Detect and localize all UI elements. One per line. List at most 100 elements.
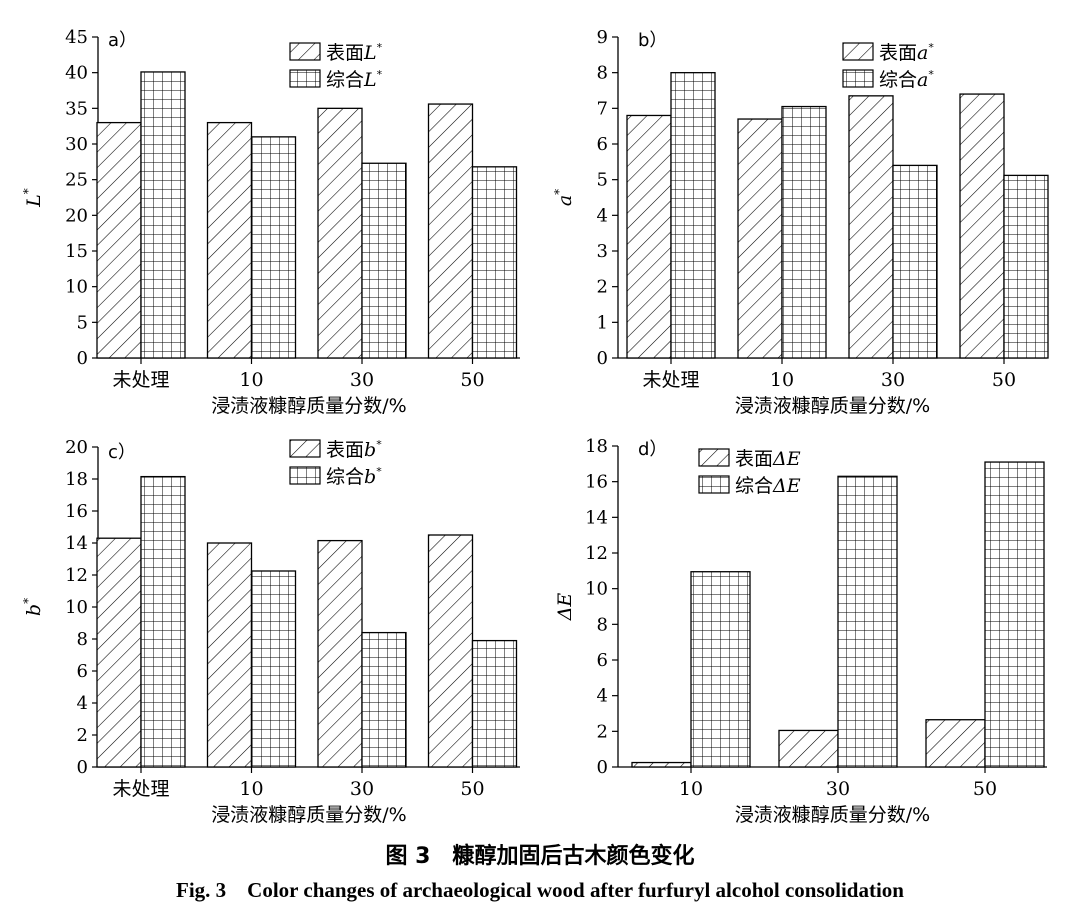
legend-name: 综合 — [326, 69, 364, 91]
legend-swatch-overall — [842, 69, 874, 88]
legend-superscript: * — [376, 438, 382, 451]
legend-var: a — [917, 69, 928, 91]
x-tick-label: 50 — [460, 369, 484, 391]
y-tick-label: 4 — [597, 205, 608, 226]
bar-surface-2 — [317, 107, 363, 359]
bar-overall-0 — [690, 571, 751, 768]
y-axis-label-text: b — [23, 604, 45, 616]
y-tick-label: 8 — [597, 63, 608, 84]
x-axis-label: 浸渍液糠醇质量分数/% — [735, 394, 930, 417]
legend-label-overall: 综合L* — [326, 68, 383, 91]
legend-var: L — [363, 42, 377, 64]
bar-overall-2 — [361, 162, 407, 359]
y-tick-label: 7 — [597, 98, 608, 119]
x-axis-label: 浸渍液糠醇质量分数/% — [735, 803, 930, 826]
bar-overall-2 — [984, 461, 1045, 768]
bar-surface-0 — [96, 537, 142, 768]
bar-overall-1 — [837, 475, 898, 768]
bar-overall-2 — [361, 631, 407, 768]
x-axis-label: 浸渍液糠醇质量分数/% — [211, 803, 406, 826]
legend-name: 综合 — [735, 475, 773, 497]
x-tick-label: 10 — [679, 778, 703, 800]
y-tick-label: 9 — [597, 27, 608, 48]
bar-overall-2 — [892, 164, 938, 359]
y-axis-label: a* — [552, 189, 576, 206]
x-tick-label: 未处理 — [112, 369, 169, 391]
panel-label: d） — [638, 439, 667, 460]
bar-surface-0 — [626, 114, 672, 359]
y-tick-label: 4 — [77, 693, 88, 714]
x-tick-label: 未处理 — [642, 369, 699, 391]
legend-name: 表面 — [326, 42, 364, 64]
bar-overall-1 — [250, 570, 297, 768]
y-tick-label: 2 — [77, 725, 88, 746]
x-tick-label: 30 — [826, 778, 850, 800]
bar-overall-1 — [781, 105, 827, 359]
legend-name: 表面 — [879, 42, 917, 64]
y-tick-label: 12 — [65, 565, 88, 586]
x-tick-label: 10 — [239, 778, 263, 800]
legend-name: 表面 — [326, 439, 364, 461]
y-axis-label-text: L — [23, 194, 45, 208]
bar-overall-0 — [670, 72, 716, 359]
x-tick-label: 50 — [992, 369, 1016, 391]
legend-var: a — [917, 42, 928, 64]
bar-overall-3 — [471, 639, 518, 768]
legend-label-overall: 综合b* — [326, 465, 382, 488]
legend-swatch-surface — [289, 439, 321, 458]
y-tick-label: 6 — [77, 661, 88, 682]
legend-var: L — [363, 69, 377, 91]
y-tick-label: 1 — [597, 312, 608, 333]
legend-swatch-surface — [698, 448, 730, 467]
legend-label-surface: 表面L* — [326, 41, 383, 64]
bar-surface-1 — [737, 118, 783, 359]
legend-var: b — [364, 466, 376, 488]
y-tick-label: 2 — [597, 721, 608, 742]
bar-overall-0 — [140, 71, 186, 359]
bar-surface-2 — [848, 95, 894, 359]
legend-swatch-overall — [289, 466, 321, 485]
y-tick-label: 25 — [65, 170, 88, 191]
figure-caption-cn: 图 3 糠醇加固后古木颜色变化 — [385, 844, 695, 869]
y-axis-label-text: a — [554, 195, 576, 206]
x-tick-label: 10 — [239, 369, 263, 391]
y-tick-label: 10 — [65, 597, 88, 618]
y-tick-label: 35 — [65, 98, 88, 119]
y-tick-label: 14 — [65, 533, 88, 554]
bar-overall-0 — [140, 475, 186, 768]
y-tick-label: 0 — [597, 348, 608, 369]
y-axis-label: L* — [21, 188, 45, 208]
y-tick-label: 18 — [65, 469, 88, 490]
legend-swatch-overall — [289, 69, 321, 88]
legend-label-overall: 综合ΔE — [735, 475, 801, 497]
bar-surface-2 — [317, 539, 363, 768]
legend-label-overall: 综合a* — [879, 68, 934, 91]
y-tick-label: 2 — [597, 277, 608, 298]
legend-swatch-surface — [289, 42, 321, 61]
x-tick-label: 30 — [350, 369, 374, 391]
y-tick-label: 45 — [65, 27, 88, 48]
legend-name: 综合 — [326, 466, 364, 488]
legend-superscript: * — [377, 68, 383, 81]
legend-label-surface: 表面b* — [326, 438, 382, 461]
y-tick-label: 6 — [597, 650, 608, 671]
y-axis-label-text: ΔE — [554, 593, 576, 622]
y-tick-label: 30 — [65, 134, 88, 155]
legend-label-surface: 表面a* — [879, 41, 934, 64]
bar-surface-1 — [206, 542, 253, 768]
x-tick-label: 10 — [770, 369, 794, 391]
legend-var: ΔE — [772, 475, 801, 497]
y-axis-label: b* — [21, 598, 45, 616]
y-tick-label: 20 — [65, 437, 88, 458]
figure-caption-en: Fig. 3 Color changes of archaeological w… — [176, 878, 904, 902]
y-tick-label: 6 — [597, 134, 608, 155]
x-tick-label: 30 — [350, 778, 374, 800]
y-axis-label: ΔE — [554, 593, 576, 622]
x-tick-label: 50 — [460, 778, 484, 800]
y-tick-label: 14 — [585, 507, 608, 528]
y-tick-label: 12 — [585, 543, 608, 564]
